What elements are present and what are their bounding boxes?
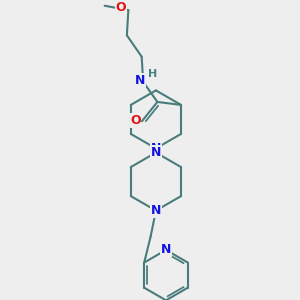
Text: H: H — [148, 68, 157, 79]
Text: N: N — [151, 204, 161, 217]
Text: O: O — [116, 1, 126, 14]
Text: N: N — [151, 146, 161, 159]
Text: O: O — [130, 114, 141, 127]
Text: N: N — [135, 74, 146, 87]
Text: N: N — [151, 142, 161, 155]
Text: N: N — [161, 244, 171, 256]
